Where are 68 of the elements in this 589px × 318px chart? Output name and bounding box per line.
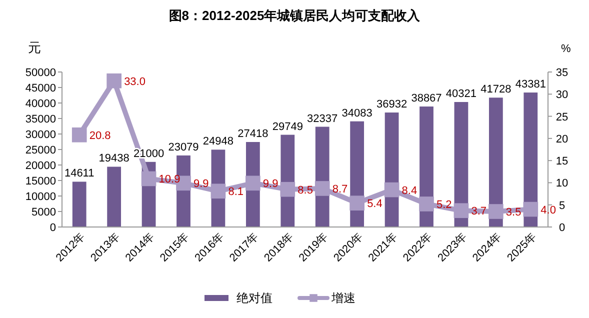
data-label: 4.0 xyxy=(540,204,556,216)
y-tick-label: 35000 xyxy=(25,114,56,126)
data-label: 5.4 xyxy=(367,198,382,210)
bar xyxy=(107,166,122,227)
y-tick-label: 45000 xyxy=(25,82,56,94)
data-label: 41728 xyxy=(480,84,512,96)
data-label: 9.9 xyxy=(262,178,278,190)
data-label: 23079 xyxy=(168,141,199,154)
data-label: 40321 xyxy=(446,88,477,100)
y2-tick-label: 10 xyxy=(556,178,568,190)
data-label: 29749 xyxy=(272,120,303,133)
bar xyxy=(72,182,86,227)
legend-label: 绝对值 xyxy=(236,291,272,305)
bar xyxy=(524,92,538,227)
legend-label: 增速 xyxy=(330,291,356,305)
y-tick-label: 0 xyxy=(50,222,56,234)
point xyxy=(72,127,87,142)
data-label: 5.2 xyxy=(436,198,452,211)
y-tick-label: 15000 xyxy=(25,176,56,188)
y2-tick-label: 25 xyxy=(556,111,568,124)
y2-tick-label: 35 xyxy=(556,67,568,79)
chart-title: 图8：2012-2025年城镇居民人均可支配收入 xyxy=(168,8,422,23)
y2-axis-title: % xyxy=(561,43,571,55)
data-label: 8.7 xyxy=(332,183,348,196)
point xyxy=(210,184,226,199)
y-tick-label: 40000 xyxy=(25,98,56,110)
y2-tick-label: 5 xyxy=(558,200,566,212)
data-label: 32337 xyxy=(307,112,338,125)
data-label: 21000 xyxy=(133,148,164,160)
data-label: 8.1 xyxy=(228,186,244,198)
data-label: 8.4 xyxy=(402,184,418,197)
y-tick-label: 10000 xyxy=(25,191,56,203)
y2-tick-label: 20 xyxy=(556,133,568,146)
data-label: 24948 xyxy=(202,136,234,148)
point xyxy=(419,196,434,212)
y-axis-title: 元 xyxy=(28,40,41,55)
data-label: 36932 xyxy=(376,98,408,111)
data-label: 3.7 xyxy=(471,206,487,218)
data-label: 20.8 xyxy=(89,130,111,142)
data-label: 9.9 xyxy=(194,178,209,190)
y2-tick-label: 30 xyxy=(556,89,568,102)
point xyxy=(314,181,330,196)
y-tick-label: 20000 xyxy=(25,160,56,172)
point xyxy=(246,176,260,191)
y-tick-label: 30000 xyxy=(25,129,56,141)
point xyxy=(454,203,469,218)
y-tick-label: 25000 xyxy=(25,144,56,156)
data-label: 33.0 xyxy=(124,76,146,88)
point xyxy=(141,171,156,186)
data-label: 34083 xyxy=(342,107,372,120)
point xyxy=(350,196,364,210)
y-tick-label: 5000 xyxy=(32,206,56,218)
data-label: 43381 xyxy=(515,78,546,91)
point xyxy=(280,182,296,197)
data-label: 3.5 xyxy=(506,206,522,218)
point xyxy=(106,73,122,88)
data-label: 27418 xyxy=(238,128,268,140)
data-label: 38867 xyxy=(411,92,442,105)
point xyxy=(384,182,400,198)
y2-tick-label: 15 xyxy=(556,156,568,168)
data-label: 8.5 xyxy=(298,184,313,196)
data-label: 14611 xyxy=(64,168,94,180)
point xyxy=(488,204,504,219)
data-label: 10.9 xyxy=(158,174,180,186)
y2-tick-label: 0 xyxy=(558,222,566,234)
y-tick-label: 50000 xyxy=(25,67,56,79)
point xyxy=(523,202,538,217)
data-label: 19438 xyxy=(98,152,130,165)
